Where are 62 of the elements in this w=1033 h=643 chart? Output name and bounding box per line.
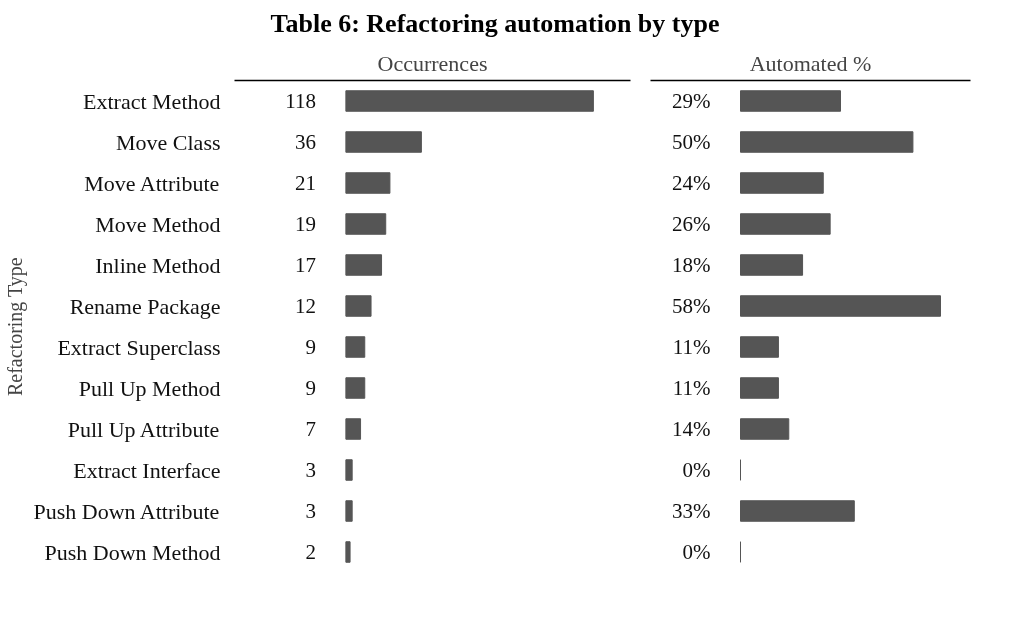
data-label: 11% bbox=[672, 376, 711, 401]
x-axis-title: Occurrences bbox=[377, 50, 488, 76]
bar bbox=[740, 254, 804, 276]
data-label: 21 bbox=[294, 171, 316, 196]
bar bbox=[740, 500, 855, 522]
data-label: 118 bbox=[285, 89, 316, 114]
bar bbox=[345, 90, 594, 112]
data-label: 12 bbox=[294, 294, 316, 319]
bar bbox=[345, 459, 353, 481]
data-label: 7 bbox=[305, 417, 316, 442]
chart-title: Table 6: Refactoring automation by type bbox=[270, 8, 720, 40]
data-label: 33% bbox=[672, 499, 711, 524]
bar bbox=[345, 541, 351, 563]
data-label: 3 bbox=[305, 458, 316, 483]
bar bbox=[345, 254, 383, 276]
bar bbox=[345, 500, 353, 522]
data-label: 3 bbox=[305, 499, 316, 524]
data-label: 2 bbox=[305, 540, 316, 565]
data-label: 58% bbox=[672, 294, 711, 319]
data-label: 24% bbox=[672, 171, 711, 196]
data-label: 9 bbox=[305, 376, 316, 401]
y-tick-label: Move Method bbox=[95, 211, 221, 237]
y-tick-label: Move Class bbox=[116, 129, 221, 155]
bar bbox=[740, 131, 914, 153]
y-axis-title: Refactoring Type bbox=[3, 257, 27, 397]
bar bbox=[345, 336, 366, 358]
y-tick-label: Extract Interface bbox=[73, 457, 221, 483]
y-tick-label: Extract Superclass bbox=[57, 334, 221, 360]
bar bbox=[740, 172, 824, 194]
data-label: 0% bbox=[682, 458, 711, 483]
data-label: 9 bbox=[305, 335, 316, 360]
bar bbox=[345, 213, 387, 235]
bar bbox=[740, 90, 841, 112]
data-label: 26% bbox=[672, 212, 711, 237]
bar bbox=[740, 295, 941, 317]
data-label: 0% bbox=[682, 540, 711, 565]
data-label: 29% bbox=[672, 89, 711, 114]
y-tick-label: Pull Up Method bbox=[78, 375, 221, 401]
bar bbox=[740, 418, 790, 440]
bar bbox=[345, 295, 372, 317]
bar bbox=[740, 336, 779, 358]
y-tick-label: Pull Up Attribute bbox=[67, 416, 220, 442]
data-label: 17 bbox=[294, 253, 316, 278]
bar bbox=[345, 418, 362, 440]
data-label: 18% bbox=[672, 253, 711, 278]
y-tick-label: Push Down Attribute bbox=[33, 498, 220, 524]
y-tick-label: Push Down Method bbox=[44, 539, 221, 565]
data-label: 14% bbox=[672, 417, 711, 442]
data-label: 19 bbox=[294, 212, 316, 237]
y-tick-label: Inline Method bbox=[95, 252, 221, 278]
y-tick-label: Extract Method bbox=[83, 88, 221, 114]
bar bbox=[740, 213, 831, 235]
bar bbox=[345, 377, 366, 399]
y-tick-label: Rename Package bbox=[69, 293, 221, 319]
bar bbox=[345, 172, 391, 194]
x-axis-title: Automated % bbox=[749, 50, 872, 76]
data-label: 50% bbox=[672, 130, 711, 155]
data-label: 11% bbox=[672, 335, 711, 360]
bar bbox=[345, 131, 422, 153]
data-label: 36 bbox=[294, 130, 316, 155]
y-tick-label: Move Attribute bbox=[84, 170, 220, 196]
bar bbox=[740, 377, 779, 399]
